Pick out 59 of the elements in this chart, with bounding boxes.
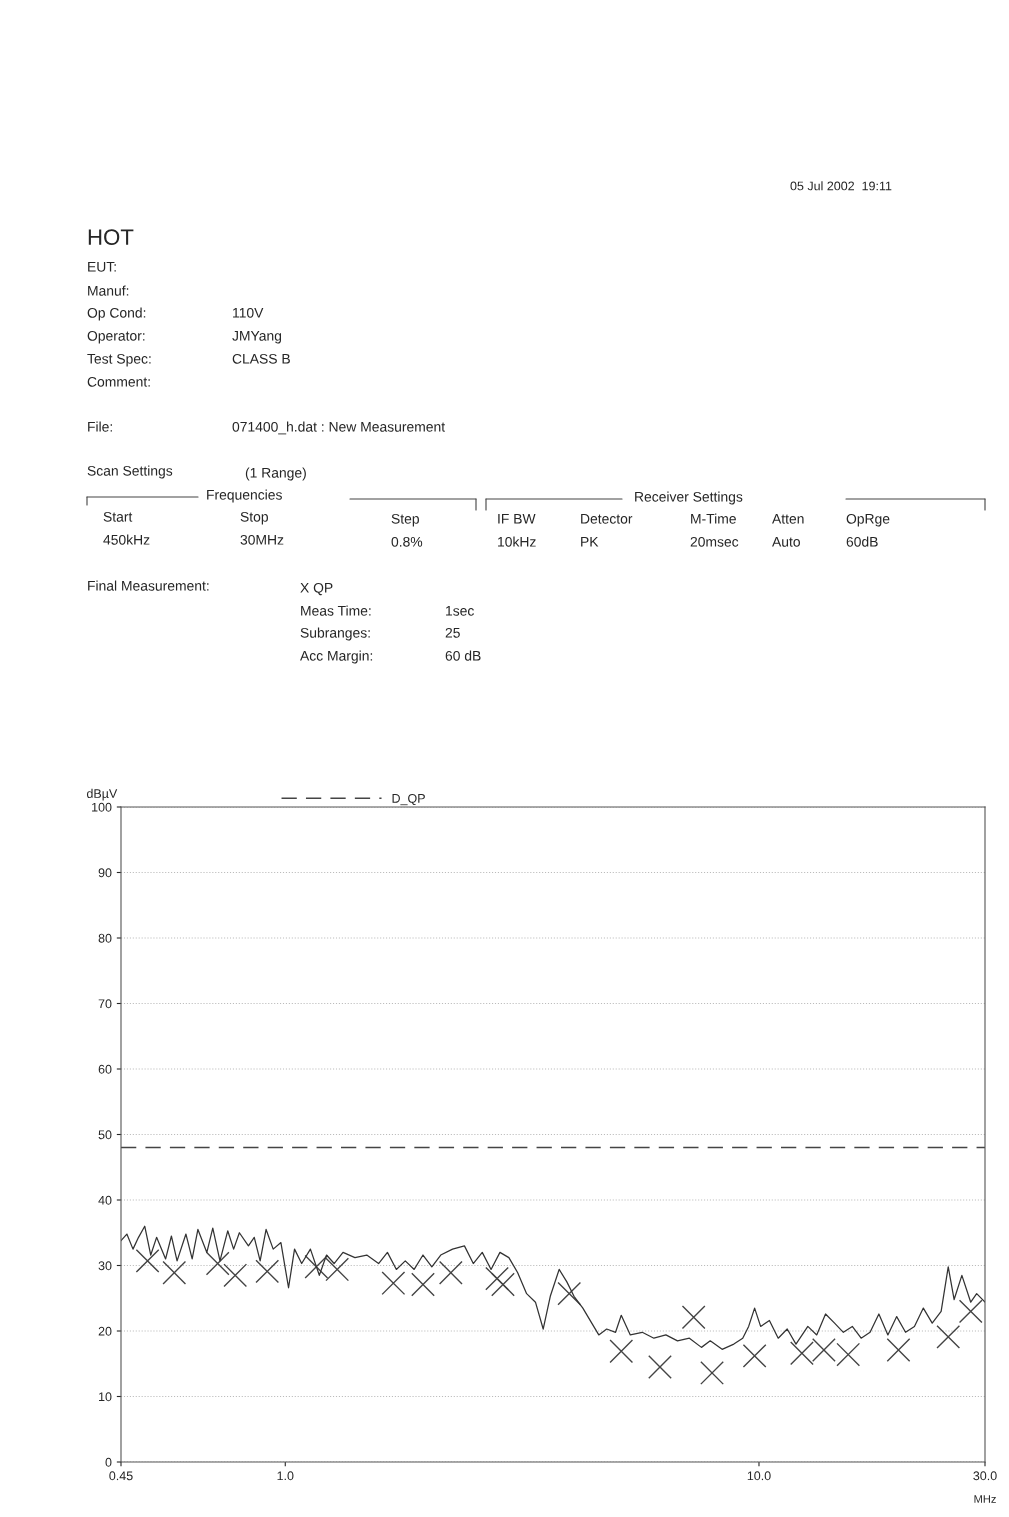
text: OpRge — [846, 513, 890, 527]
text: D_QP — [392, 793, 425, 806]
text: Stop — [240, 511, 268, 525]
text: 60dB — [846, 536, 878, 547]
text: CLASS B — [232, 353, 290, 364]
y-tick-label: 80 — [98, 933, 112, 943]
y-tick-label: 10 — [99, 1392, 112, 1402]
text: Manuf: — [88, 285, 129, 296]
text: Atten — [772, 514, 804, 524]
text: Subranges: — [300, 627, 370, 641]
text: Comment: — [87, 376, 150, 387]
y-tick-label: 20 — [98, 1326, 112, 1336]
x-tick-label: 10.0 — [747, 1471, 771, 1481]
y-tick-label: 60 — [98, 1064, 112, 1074]
text: Receiver Settings — [635, 491, 743, 505]
x-tick-label: 0.45 — [109, 1471, 133, 1481]
text: 071400_h.dat : New Measurement — [232, 421, 445, 435]
text: Scan Settings — [87, 465, 173, 479]
y-axis-title: dBµV — [86, 788, 118, 801]
text: Detector — [581, 514, 633, 524]
text: Auto — [772, 537, 800, 547]
text: Meas Time: — [301, 605, 371, 616]
y-tick-label: 100 — [92, 802, 112, 812]
text: 20msec — [690, 536, 739, 547]
text: 30MHz — [240, 534, 284, 545]
text: 0.8% — [391, 536, 423, 547]
text: Test Spec: — [87, 353, 151, 367]
text: Op Cond: — [87, 307, 146, 321]
text: 60 dB — [445, 650, 481, 661]
text: Frequencies — [207, 489, 282, 503]
text: HOT — [88, 229, 134, 245]
text: EUT: — [88, 262, 116, 272]
y-tick-label: 0 — [105, 1457, 112, 1467]
y-tick-label: 90 — [98, 868, 112, 878]
text: Step — [391, 513, 419, 527]
y-tick-label: 40 — [98, 1195, 112, 1205]
y-tick-label: 30 — [98, 1261, 112, 1271]
text: M-Time — [691, 513, 736, 524]
x-tick-label: 30.0 — [973, 1471, 997, 1481]
text: (1 Range) — [245, 467, 306, 481]
y-tick-label: 50 — [98, 1130, 112, 1140]
text: 110V — [233, 307, 264, 318]
text: X QP — [300, 582, 333, 596]
text: Acc Margin: — [300, 650, 373, 664]
text: File: — [88, 421, 112, 432]
text: PK — [581, 537, 599, 547]
text: Operator: — [87, 330, 145, 344]
text: 450kHz — [103, 534, 150, 545]
text: JMYang — [232, 331, 282, 344]
text: Final Measurement: — [88, 580, 209, 591]
text: 05 Jul 2002 19:11 — [790, 181, 892, 191]
text: IF BW — [498, 514, 536, 524]
text: Start — [103, 511, 133, 522]
y-tick-label: 70 — [98, 999, 112, 1009]
text: 25 — [445, 627, 460, 638]
x-axis-title: MHz — [974, 1495, 996, 1503]
x-tick-label: 1.0 — [277, 1471, 294, 1481]
text: 10kHz — [498, 536, 536, 547]
text: 1sec — [446, 606, 474, 616]
